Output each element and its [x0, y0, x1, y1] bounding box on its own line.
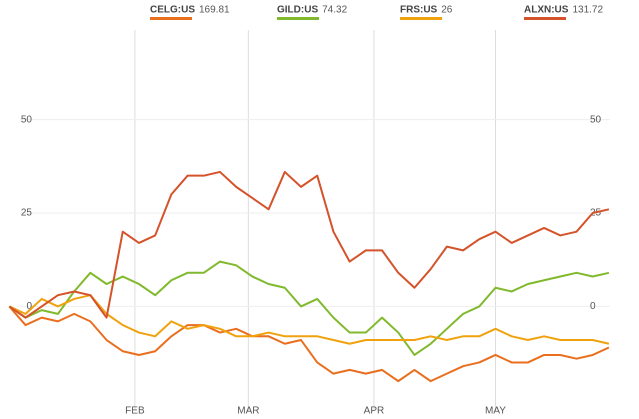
x-tick-label: MAR: [237, 406, 259, 417]
legend-swatch: [277, 17, 319, 20]
series-line: [8, 305, 610, 383]
series-line: [8, 294, 610, 345]
legend-swatch: [150, 17, 192, 20]
legend-value: 74.32: [322, 5, 347, 16]
legend-value: 169.81: [199, 5, 230, 16]
legend-name: ALXN:US: [524, 5, 569, 16]
x-tick-label: FEB: [125, 406, 145, 417]
y-tick-label: 0: [590, 301, 596, 312]
legend-value: 131.72: [572, 5, 603, 16]
legend-swatch: [400, 17, 442, 20]
legend-swatch: [524, 17, 566, 20]
series-line: [8, 260, 610, 356]
y-tick-label: 50: [590, 114, 602, 125]
x-tick-label: APR: [364, 406, 385, 417]
legend-name: FRS:US: [400, 5, 438, 16]
y-tick-label: 50: [21, 114, 33, 125]
x-tick-label: MAY: [485, 406, 506, 417]
legend-name: CELG:US: [150, 5, 195, 16]
legend-value: 26: [441, 5, 453, 16]
legend-name: GILD:US: [277, 5, 318, 16]
y-tick-label: 0: [26, 301, 32, 312]
y-tick-label: 25: [21, 208, 33, 219]
series-line: [8, 170, 610, 319]
